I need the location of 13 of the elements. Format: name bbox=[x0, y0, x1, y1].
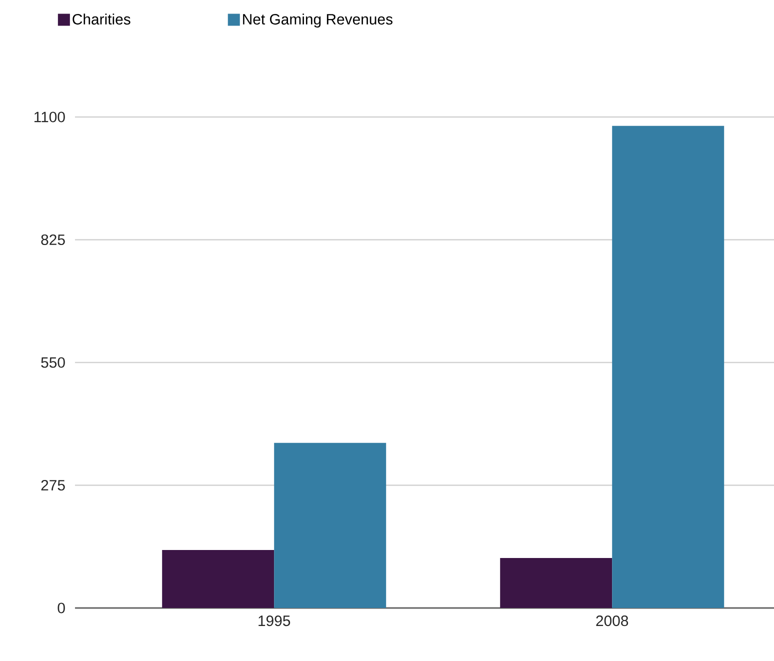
y-tick-label: 825 bbox=[41, 234, 65, 246]
legend-label: Charities bbox=[72, 14, 130, 25]
x-tick-label: 1995 bbox=[258, 616, 290, 626]
y-tick-label: 0 bbox=[58, 602, 65, 614]
x-tick-label: 2008 bbox=[596, 616, 628, 626]
legend-label: Net Gaming Revenues bbox=[243, 14, 392, 28]
bar bbox=[162, 550, 274, 608]
y-tick-label: 1100 bbox=[34, 112, 65, 122]
bar bbox=[274, 442, 386, 608]
bar bbox=[500, 558, 612, 608]
y-tick-label: 550 bbox=[41, 357, 65, 368]
bar bbox=[612, 126, 724, 608]
y-tick-label: 275 bbox=[41, 480, 65, 491]
